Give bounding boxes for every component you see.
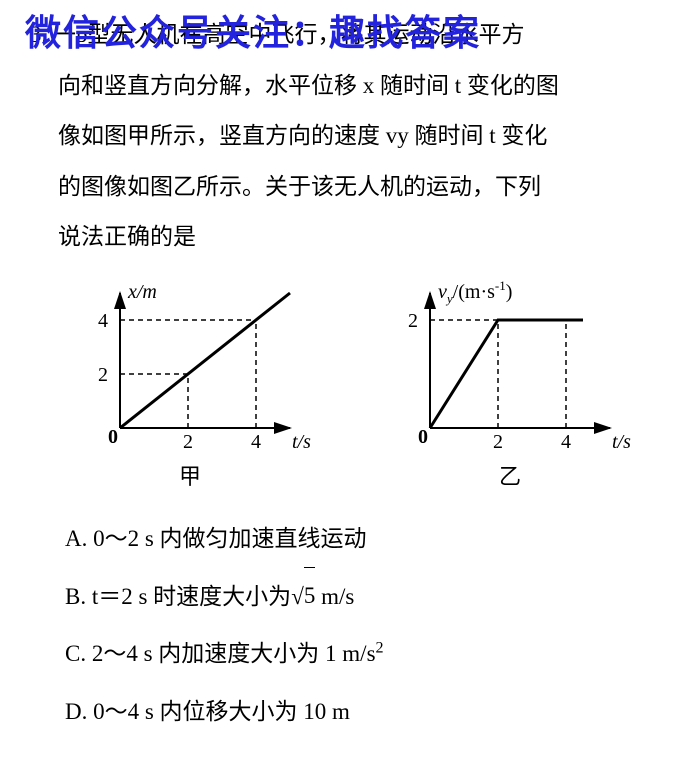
svg-text:2: 2: [98, 364, 108, 386]
chart-yi: 2 4 2 0 t/s vy/(m·s-1): [380, 278, 640, 458]
option-c-pre: C. 2～4 s 内加速度大小为 1 m/s: [65, 641, 376, 666]
options-list: A. 0～2 s 内做匀加速直线运动 B. t＝2 s 时速度大小为5 m/s …: [30, 511, 670, 739]
option-a: A. 0～2 s 内做匀加速直线运动: [65, 511, 670, 566]
question-line-4: 的图像如图乙所示。关于该无人机的运动，下列: [30, 174, 541, 199]
svg-text:t/s: t/s: [612, 431, 631, 453]
option-d: D. 0～4 s 内位移大小为 10 m: [65, 684, 670, 739]
svg-text:0: 0: [418, 426, 428, 448]
svg-text:x/m: x/m: [127, 281, 157, 303]
watermark-overlay: 微信公众号关注：趣找答案: [25, 4, 481, 56]
svg-text:t/s: t/s: [292, 431, 311, 453]
chart-jia: 2 4 2 4 0 t/s x/m: [60, 278, 320, 458]
question-line-2: 向和竖直方向分解，水平位移 x 随时间 t 变化的图: [30, 73, 559, 98]
question-line-3: 像如图甲所示，竖直方向的速度 vy 随时间 t 变化: [30, 123, 547, 148]
sqrt-symbol: 5: [291, 568, 315, 624]
question-line-5: 说法正确的是: [30, 224, 196, 249]
option-b-pre: B. t＝2 s 时速度大小为: [65, 584, 291, 609]
option-c-sup: 2: [376, 640, 384, 657]
svg-text:0: 0: [108, 426, 118, 448]
option-b: B. t＝2 s 时速度大小为 5 m/s: [65, 568, 670, 624]
option-c: C. 2～4 s 内加速度大小为 1 m/s2: [65, 626, 670, 681]
svg-text:2: 2: [183, 431, 193, 453]
chart-yi-box: 2 4 2 0 t/s vy/(m·s-1) 乙: [380, 278, 640, 491]
svg-text:4: 4: [251, 431, 261, 453]
svg-text:2: 2: [408, 310, 418, 332]
chart-jia-caption: 甲: [60, 459, 320, 491]
svg-text:4: 4: [98, 310, 108, 332]
charts-container: 2 4 2 4 0 t/s x/m 甲 2 4 2 0 t/s vy/(m·s-1) 乙: [30, 278, 670, 491]
svg-text:2: 2: [493, 431, 503, 453]
option-b-post: m/s: [315, 584, 354, 609]
sqrt-value: 5: [304, 567, 316, 623]
svg-text:vy/(m·s-1): vy/(m·s-1): [438, 278, 512, 306]
chart-yi-caption: 乙: [380, 459, 640, 491]
chart-jia-box: 2 4 2 4 0 t/s x/m 甲: [60, 278, 320, 491]
svg-text:4: 4: [561, 431, 571, 453]
